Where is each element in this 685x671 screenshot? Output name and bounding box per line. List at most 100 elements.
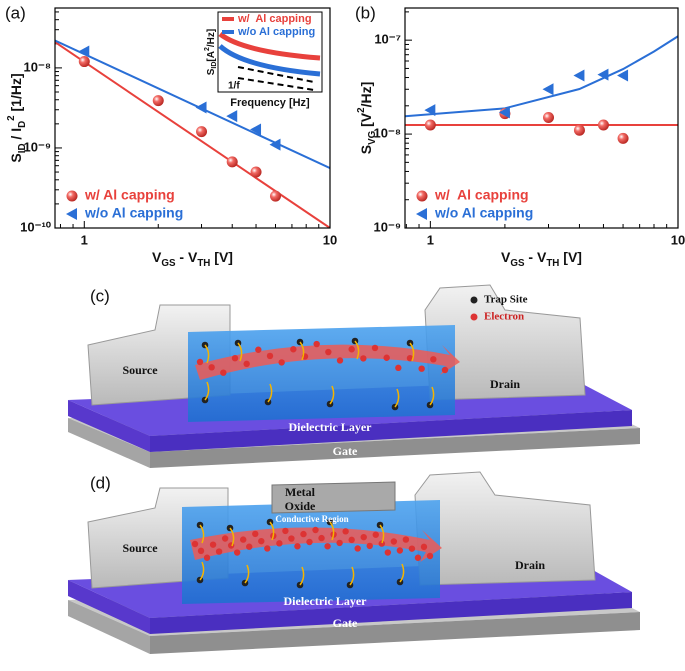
electron bbox=[378, 540, 385, 547]
legend-marker bbox=[66, 208, 77, 220]
label-part: S bbox=[358, 145, 374, 154]
inset-dash bbox=[237, 66, 315, 83]
panel-label: (a) bbox=[5, 3, 26, 22]
point bbox=[226, 110, 238, 123]
electron bbox=[336, 539, 343, 547]
electron bbox=[220, 369, 227, 376]
gate-side bbox=[68, 600, 150, 654]
hop-arrow bbox=[379, 524, 385, 544]
region-label: Conductive Region bbox=[275, 514, 348, 524]
particles bbox=[191, 518, 434, 589]
hop-arrow bbox=[267, 383, 273, 403]
electron bbox=[300, 530, 307, 538]
label-part: VG bbox=[367, 130, 378, 145]
hop-arrow bbox=[204, 344, 210, 364]
electron bbox=[396, 547, 404, 554]
dielectric-label: Dielectric Layer bbox=[289, 420, 373, 434]
electron bbox=[278, 359, 285, 366]
channel bbox=[182, 500, 440, 604]
x-tick-label: 1 bbox=[427, 232, 434, 247]
source-label: Source bbox=[122, 541, 158, 555]
electron bbox=[233, 549, 241, 556]
channel bbox=[188, 325, 455, 422]
electron bbox=[258, 537, 265, 545]
point bbox=[597, 119, 609, 131]
hop-arrow bbox=[269, 521, 275, 541]
electron bbox=[191, 540, 199, 548]
electron bbox=[276, 540, 283, 547]
label-part: - V bbox=[525, 249, 547, 265]
point bbox=[617, 69, 629, 82]
point bbox=[196, 126, 208, 138]
label-part: [V] bbox=[210, 249, 233, 265]
point bbox=[250, 166, 262, 178]
electron bbox=[313, 340, 320, 348]
hop-arrow bbox=[204, 381, 210, 401]
point bbox=[269, 190, 281, 202]
electron bbox=[371, 344, 379, 352]
gate-side bbox=[68, 418, 150, 468]
panel-label: (d) bbox=[90, 473, 111, 492]
gate-label: Gate bbox=[333, 616, 358, 630]
electron bbox=[441, 366, 449, 374]
panel-label: (b) bbox=[355, 3, 376, 22]
diagram-d: (d) Metal Oxide Conductive Region Source… bbox=[68, 471, 640, 654]
axis-label: SID[A2/Hz] bbox=[204, 29, 218, 75]
dielectric-front bbox=[150, 410, 632, 452]
electron bbox=[360, 533, 367, 541]
legend-marker bbox=[416, 190, 428, 202]
electron bbox=[390, 538, 398, 545]
electron bbox=[252, 530, 259, 538]
drain-label: Drain bbox=[490, 377, 520, 391]
dielectric-side bbox=[68, 580, 150, 634]
plot-frame bbox=[54, 7, 331, 229]
legend-label: w/ Al capping bbox=[434, 187, 529, 203]
point bbox=[78, 45, 90, 58]
electron bbox=[221, 535, 229, 542]
electron bbox=[348, 536, 355, 544]
axis-label: VGS - VTH [V] bbox=[152, 249, 233, 269]
point bbox=[195, 101, 207, 114]
electron bbox=[246, 543, 253, 550]
axis-label: SID / ID2 [1/Hz] bbox=[6, 73, 28, 162]
label-part: S bbox=[206, 68, 217, 75]
x-tick-label: 10 bbox=[323, 232, 337, 247]
electron bbox=[294, 543, 301, 550]
x-tick-label: 1 bbox=[81, 232, 88, 247]
y-tick-label: 10⁻⁹ bbox=[24, 139, 52, 154]
electron bbox=[209, 541, 217, 548]
electron bbox=[414, 554, 422, 561]
drain-block bbox=[414, 471, 596, 586]
panel-label: (c) bbox=[90, 286, 110, 305]
label-part: D bbox=[17, 121, 28, 128]
hop-arrow bbox=[199, 524, 205, 544]
electron bbox=[215, 548, 223, 555]
label-part: TH bbox=[197, 258, 210, 269]
electron bbox=[312, 526, 319, 534]
electron bbox=[372, 531, 379, 538]
electron bbox=[360, 355, 367, 362]
label-part: V bbox=[501, 249, 511, 265]
electron bbox=[348, 346, 355, 353]
label-part: [A bbox=[206, 51, 217, 62]
point bbox=[573, 124, 585, 136]
hop-arrow bbox=[299, 566, 305, 586]
label-part: [1/Hz] bbox=[8, 73, 24, 115]
electron bbox=[243, 360, 250, 368]
electron bbox=[196, 358, 204, 366]
point bbox=[617, 132, 629, 144]
electron bbox=[342, 528, 349, 535]
fit-line bbox=[405, 35, 678, 118]
label-part: TH bbox=[546, 258, 559, 269]
electron bbox=[290, 346, 297, 353]
legend-label: Electron bbox=[484, 311, 524, 323]
label-part: ID bbox=[211, 62, 218, 69]
hop-arrow bbox=[354, 340, 360, 360]
electron bbox=[384, 549, 392, 556]
point bbox=[498, 106, 510, 119]
fit-line bbox=[55, 41, 330, 228]
point bbox=[152, 95, 164, 107]
label-part: 2 bbox=[356, 107, 367, 113]
